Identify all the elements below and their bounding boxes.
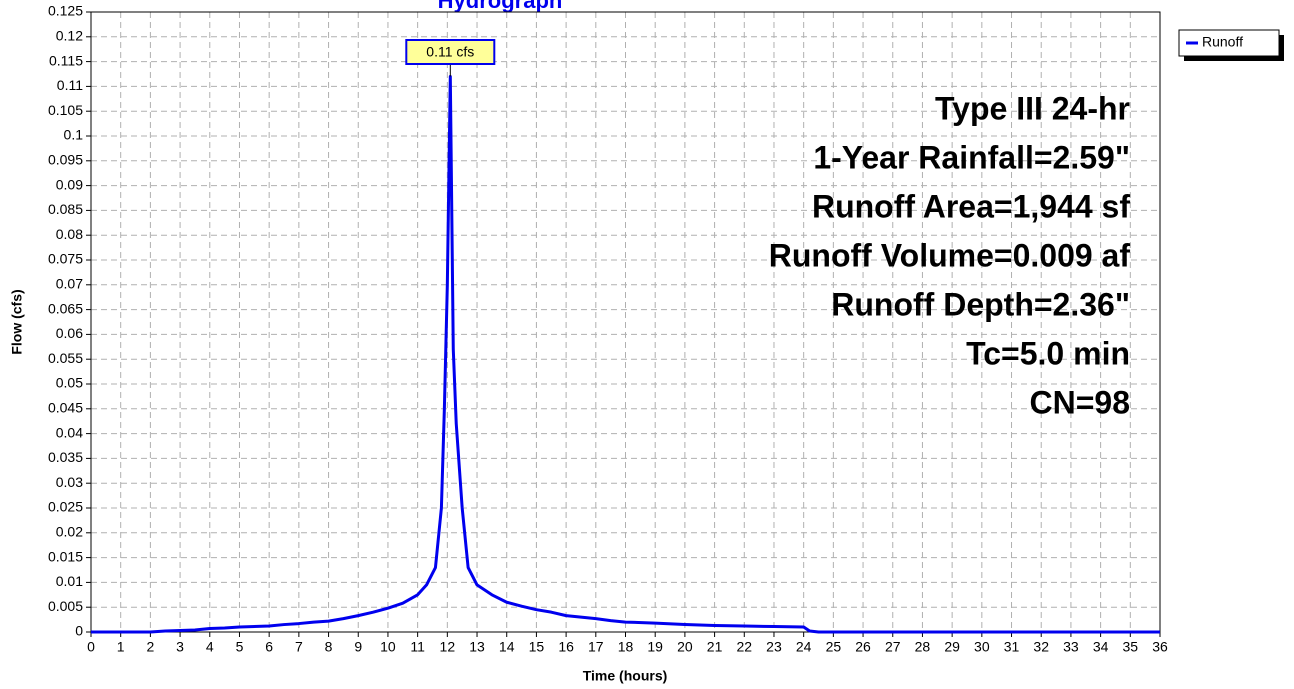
y-tick-label: 0 bbox=[75, 623, 83, 639]
x-tick-label: 28 bbox=[915, 639, 931, 655]
x-tick-label: 16 bbox=[558, 639, 574, 655]
y-tick-label: 0.035 bbox=[48, 449, 83, 465]
x-tick-label: 1 bbox=[117, 639, 125, 655]
y-tick-label: 0.025 bbox=[48, 499, 83, 515]
y-tick-label: 0.08 bbox=[56, 226, 83, 242]
x-tick-label: 9 bbox=[354, 639, 362, 655]
x-tick-label: 7 bbox=[295, 639, 303, 655]
peak-label-box bbox=[405, 39, 496, 65]
x-tick-label: 5 bbox=[236, 639, 244, 655]
y-tick-label: 0.04 bbox=[56, 424, 83, 440]
x-tick-label: 30 bbox=[974, 639, 990, 655]
y-tick-label: 0.015 bbox=[48, 548, 83, 564]
annotation: Runoff Depth=2.36" bbox=[831, 286, 1130, 322]
x-tick-label: 13 bbox=[469, 639, 485, 655]
x-tick-label: 2 bbox=[146, 639, 154, 655]
annotation: Type III 24-hr bbox=[935, 90, 1130, 126]
y-tick-label: 0.105 bbox=[48, 102, 83, 118]
x-tick-label: 3 bbox=[176, 639, 184, 655]
y-tick-label: 0.075 bbox=[48, 251, 83, 267]
y-tick-label: 0.12 bbox=[56, 28, 83, 44]
y-tick-label: 0.01 bbox=[56, 573, 83, 589]
peak-label: 0.11 cfs bbox=[426, 44, 474, 60]
x-tick-label: 27 bbox=[885, 639, 901, 655]
annotation: Tc=5.0 min bbox=[966, 335, 1130, 371]
x-tick-label: 22 bbox=[736, 639, 752, 655]
y-tick-label: 0.09 bbox=[56, 176, 83, 192]
x-tick-label: 0 bbox=[87, 639, 95, 655]
plot-frame bbox=[90, 11, 1161, 633]
x-tick-label: 32 bbox=[1033, 639, 1049, 655]
x-tick-label: 21 bbox=[707, 639, 723, 655]
x-tick-label: 14 bbox=[499, 639, 515, 655]
annotation: Runoff Volume=0.009 af bbox=[769, 237, 1131, 273]
y-tick-label: 0.115 bbox=[49, 52, 83, 68]
annotation: Runoff Area=1,944 sf bbox=[812, 188, 1130, 224]
y-tick-label: 0.1 bbox=[64, 127, 84, 143]
x-tick-label: 24 bbox=[796, 639, 812, 655]
y-tick-label: 0.055 bbox=[48, 350, 83, 366]
x-tick-label: 18 bbox=[618, 639, 634, 655]
x-tick-label: 36 bbox=[1152, 639, 1168, 655]
x-tick-label: 26 bbox=[855, 639, 871, 655]
x-tick-label: 19 bbox=[647, 639, 663, 655]
y-tick-label: 0.065 bbox=[48, 300, 83, 316]
y-axis-label: Flow (cfs) bbox=[9, 289, 25, 354]
x-tick-label: 17 bbox=[588, 639, 604, 655]
x-tick-label: 31 bbox=[1004, 639, 1020, 655]
y-tick-label: 0.095 bbox=[48, 152, 83, 168]
annotation: CN=98 bbox=[1030, 384, 1131, 420]
x-axis-label: Time (hours) bbox=[583, 668, 668, 684]
legend-label: Runoff bbox=[1202, 34, 1243, 50]
x-tick-label: 25 bbox=[826, 639, 842, 655]
x-tick-label: 11 bbox=[410, 639, 425, 655]
x-tick-label: 33 bbox=[1063, 639, 1079, 655]
x-tick-label: 8 bbox=[325, 639, 333, 655]
y-tick-label: 0.02 bbox=[56, 524, 83, 540]
y-tick-label: 0.085 bbox=[48, 201, 83, 217]
y-tick-label: 0.07 bbox=[56, 276, 83, 292]
y-tick-label: 0.125 bbox=[48, 3, 83, 19]
chart-title: Hydrograph bbox=[438, 0, 563, 13]
x-tick-label: 34 bbox=[1093, 639, 1109, 655]
x-tick-label: 29 bbox=[944, 639, 960, 655]
y-tick-label: 0.045 bbox=[48, 400, 83, 416]
y-tick-label: 0.005 bbox=[48, 598, 83, 614]
y-tick-label: 0.06 bbox=[56, 325, 83, 341]
y-tick-label: 0.03 bbox=[56, 474, 83, 490]
x-tick-label: 4 bbox=[206, 639, 214, 655]
x-tick-label: 15 bbox=[529, 639, 545, 655]
x-tick-label: 6 bbox=[265, 639, 273, 655]
x-tick-label: 23 bbox=[766, 639, 782, 655]
x-tick-label: 35 bbox=[1123, 639, 1139, 655]
x-tick-label: 10 bbox=[380, 639, 396, 655]
annotation: 1-Year Rainfall=2.59" bbox=[813, 139, 1130, 175]
x-tick-label: 12 bbox=[440, 639, 456, 655]
y-tick-label: 0.11 bbox=[57, 77, 83, 93]
y-tick-label: 0.05 bbox=[56, 375, 83, 391]
x-tick-label: 20 bbox=[677, 639, 693, 655]
